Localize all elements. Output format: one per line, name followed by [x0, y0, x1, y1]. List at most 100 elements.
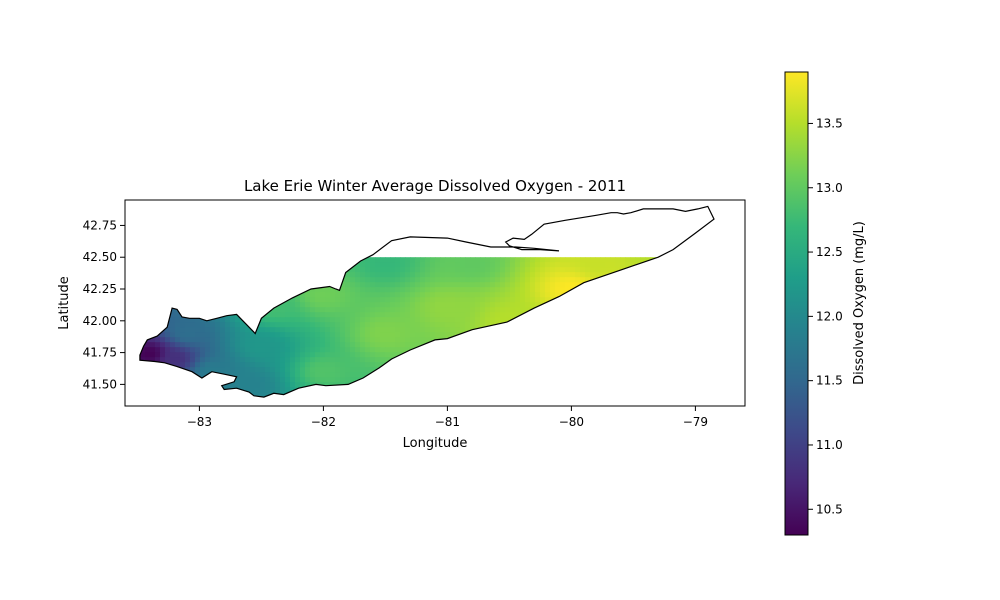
- field-cell: [139, 377, 141, 383]
- field-cell: [635, 347, 641, 353]
- field-cell: [605, 357, 611, 363]
- field-cell: [145, 262, 151, 268]
- field-cell: [235, 297, 241, 303]
- field-cell: [580, 362, 586, 368]
- field-cell: [705, 352, 711, 358]
- field-cell: [630, 282, 636, 288]
- field-cell: [260, 297, 266, 303]
- field-cell: [575, 357, 581, 363]
- field-cell: [565, 337, 571, 343]
- field-cell: [425, 402, 431, 408]
- field-cell: [685, 322, 691, 328]
- field-cell: [635, 302, 641, 308]
- field-cell: [410, 287, 416, 293]
- field-cell: [300, 367, 306, 373]
- field-cell: [550, 337, 556, 343]
- field-cell: [625, 337, 631, 343]
- field-cell: [675, 282, 681, 288]
- field-cell: [425, 372, 431, 378]
- field-cell: [295, 287, 301, 293]
- field-cell: [265, 352, 271, 358]
- field-cell: [170, 357, 176, 363]
- field-cell: [210, 267, 216, 273]
- field-cell: [335, 302, 341, 308]
- field-cell: [220, 392, 226, 398]
- field-cell: [490, 337, 496, 343]
- field-cell: [540, 377, 546, 383]
- field-cell: [680, 312, 686, 318]
- field-cell: [465, 347, 471, 353]
- field-cell: [375, 317, 381, 323]
- field-cell: [455, 377, 461, 383]
- field-cell: [520, 322, 526, 328]
- field-cell: [340, 372, 346, 378]
- field-cell: [660, 377, 666, 383]
- field-cell: [460, 357, 466, 363]
- field-cell: [650, 267, 656, 273]
- field-cell: [165, 302, 171, 308]
- field-cell: [370, 362, 376, 368]
- field-cell: [165, 307, 171, 313]
- field-cell: [485, 362, 491, 368]
- field-cell: [165, 372, 171, 378]
- field-cell: [125, 302, 131, 308]
- field-cell: [130, 367, 136, 373]
- field-cell: [325, 357, 331, 363]
- field-cell: [300, 312, 306, 318]
- field-cell: [410, 397, 416, 403]
- field-cell: [139, 322, 141, 328]
- field-cell: [685, 292, 691, 298]
- field-cell: [560, 317, 566, 323]
- field-cell: [490, 262, 496, 268]
- field-cell: [185, 312, 191, 318]
- field-cell: [510, 292, 516, 298]
- field-cell: [605, 347, 611, 353]
- field-cell: [235, 317, 241, 323]
- field-cell: [645, 392, 651, 398]
- field-cell: [535, 362, 541, 368]
- field-cell: [655, 287, 661, 293]
- field-cell: [715, 387, 721, 393]
- field-cell: [315, 362, 321, 368]
- field-cell: [455, 302, 461, 308]
- field-cell: [220, 402, 226, 408]
- field-cell: [655, 352, 661, 358]
- field-cell: [700, 322, 706, 328]
- field-cell: [700, 377, 706, 383]
- field-cell: [350, 282, 356, 288]
- field-cell: [315, 357, 321, 363]
- field-cell: [260, 372, 266, 378]
- field-cell: [320, 262, 326, 268]
- field-cell: [245, 387, 251, 393]
- field-cell: [395, 292, 401, 298]
- field-cell: [550, 287, 556, 293]
- field-cell: [315, 272, 321, 278]
- field-cell: [615, 297, 621, 303]
- field-cell: [175, 277, 181, 283]
- field-cell: [180, 402, 186, 408]
- field-cell: [365, 367, 371, 373]
- field-cell: [735, 342, 741, 348]
- field-cell: [175, 317, 181, 323]
- field-cell: [220, 362, 226, 368]
- field-cell: [490, 282, 496, 288]
- field-cell: [315, 337, 321, 343]
- field-cell: [635, 377, 641, 383]
- field-cell: [695, 332, 701, 338]
- field-cell: [635, 267, 641, 273]
- field-cell: [275, 287, 281, 293]
- field-cell: [525, 337, 531, 343]
- field-cell: [410, 302, 416, 308]
- field-cell: [285, 372, 291, 378]
- field-cell: [450, 307, 456, 313]
- field-cell: [325, 347, 331, 353]
- field-cell: [600, 337, 606, 343]
- field-cell: [370, 327, 376, 333]
- field-cell: [535, 332, 541, 338]
- field-cell: [655, 387, 661, 393]
- field-cell: [470, 377, 476, 383]
- field-cell: [360, 327, 366, 333]
- field-cell: [220, 377, 226, 383]
- field-cell: [560, 357, 566, 363]
- field-cell: [250, 302, 256, 308]
